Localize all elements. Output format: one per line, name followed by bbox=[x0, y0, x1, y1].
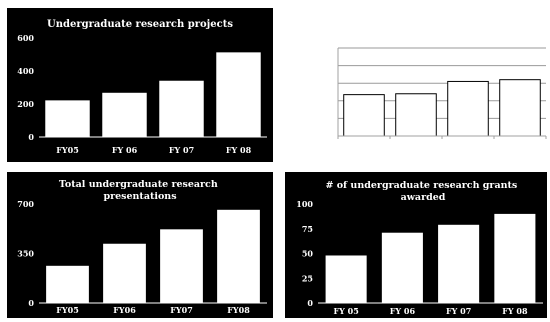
chart-4-bar bbox=[494, 213, 536, 303]
chart-1-x-tick-label: FY 07 bbox=[169, 145, 194, 155]
chart-1-x-tick-label: FY05 bbox=[56, 145, 79, 155]
chart-3-title: Total undergraduate research presentatio… bbox=[59, 179, 221, 202]
chart-3-title-line-2: presentations bbox=[103, 191, 176, 202]
chart-3-y-tick-label: 700 bbox=[17, 199, 34, 209]
chart-1-bar bbox=[102, 92, 147, 137]
chart-1-y-tick-label: 200 bbox=[17, 99, 34, 109]
chart-4-y-tick-label: 50 bbox=[302, 249, 314, 259]
chart-4-bar bbox=[325, 255, 367, 303]
chart-1-title: Undergraduate research projects bbox=[47, 19, 233, 30]
chart-1-svg: Undergraduate research projects 0 200 400 6… bbox=[17, 19, 267, 155]
chart-1-bar bbox=[216, 52, 261, 138]
chart-2-bar bbox=[447, 80, 489, 137]
chart-3-bar bbox=[160, 229, 203, 303]
chart-4-x-tick-label: FY 06 bbox=[390, 306, 416, 316]
chart-1-y-tick-label: 0 bbox=[28, 132, 34, 142]
chart-4-x-tick-label: FY 07 bbox=[446, 306, 471, 316]
chart-2-bar bbox=[395, 93, 437, 137]
chart-3-x-tick-label: FY08 bbox=[227, 305, 250, 315]
chart-3-bar bbox=[217, 209, 260, 303]
chart-3-y-tick-label: 350 bbox=[17, 249, 34, 259]
chart-2-svg bbox=[337, 47, 547, 139]
chart-4-y-tick-label: 100 bbox=[296, 199, 313, 209]
chart-3-x-tick-label: FY05 bbox=[56, 305, 79, 315]
chart-2-bar bbox=[499, 79, 541, 137]
chart-4-svg: # of undergraduate research grants award… bbox=[296, 180, 543, 316]
chart-1-x-tick-label: FY 06 bbox=[112, 145, 138, 155]
chart-3-x-tick-label: FY06 bbox=[113, 305, 136, 315]
chart-4-y-tick-label: 75 bbox=[302, 224, 313, 234]
chart-3-y-tick-label: 0 bbox=[28, 298, 34, 308]
chart-3-svg: Total undergraduate research presentatio… bbox=[17, 179, 267, 315]
chart-4-bar bbox=[438, 224, 480, 303]
chart-1-y-tick-label: 600 bbox=[17, 33, 34, 43]
chart-1-x-tick-label: FY 08 bbox=[226, 145, 252, 155]
chart-1-bar bbox=[45, 100, 90, 137]
chart-3-x-tick-label: FY07 bbox=[170, 305, 193, 315]
chart-total-undergraduate-research-presentations: Total undergraduate research presentatio… bbox=[7, 172, 273, 318]
chart-4-y-tick-label: 25 bbox=[302, 273, 313, 283]
chart-3-bar bbox=[103, 243, 146, 303]
chart-4-y-tick-label: 0 bbox=[307, 298, 313, 308]
chart-4-title: # of undergraduate research grants award… bbox=[325, 180, 520, 203]
chart-undergraduate-research-projects: Undergraduate research projects 0 200 400 6… bbox=[7, 8, 273, 162]
chart-unlabeled-bars bbox=[336, 46, 548, 140]
chart-1-y-tick-label: 400 bbox=[17, 66, 34, 76]
chart-3-title-line-1: Total undergraduate research bbox=[59, 179, 218, 190]
chart-3-bar bbox=[46, 265, 89, 303]
chart-4-x-tick-label: FY 08 bbox=[502, 306, 528, 316]
chart-4-x-tick-label: FY 05 bbox=[333, 306, 358, 316]
chart-4-title-line-2: awarded bbox=[401, 192, 446, 203]
chart-2-bar bbox=[343, 94, 385, 137]
chart-4-bar bbox=[381, 232, 423, 303]
chart-4-title-line-1: # of undergraduate research grants bbox=[325, 180, 517, 191]
chart-1-bar bbox=[159, 80, 204, 137]
chart-undergraduate-research-grants-awarded: # of undergraduate research grants award… bbox=[285, 172, 547, 318]
